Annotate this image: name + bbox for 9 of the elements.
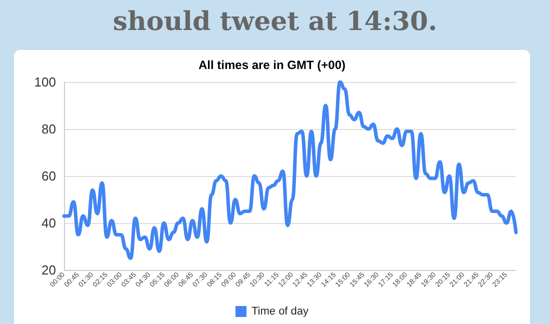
y-tick-label: 40	[42, 216, 56, 230]
y-tick-label: 20	[42, 262, 56, 278]
y-tick-label: 100	[34, 74, 56, 90]
y-tick-label: 60	[42, 168, 56, 184]
y-tick-label: 80	[42, 122, 56, 136]
line-series	[62, 80, 518, 260]
chart-subtitle: All times are in GMT (+00)	[198, 58, 346, 72]
legend-label: Time of day	[251, 306, 310, 318]
chart-title: should tweet at 14:30.	[112, 6, 438, 39]
